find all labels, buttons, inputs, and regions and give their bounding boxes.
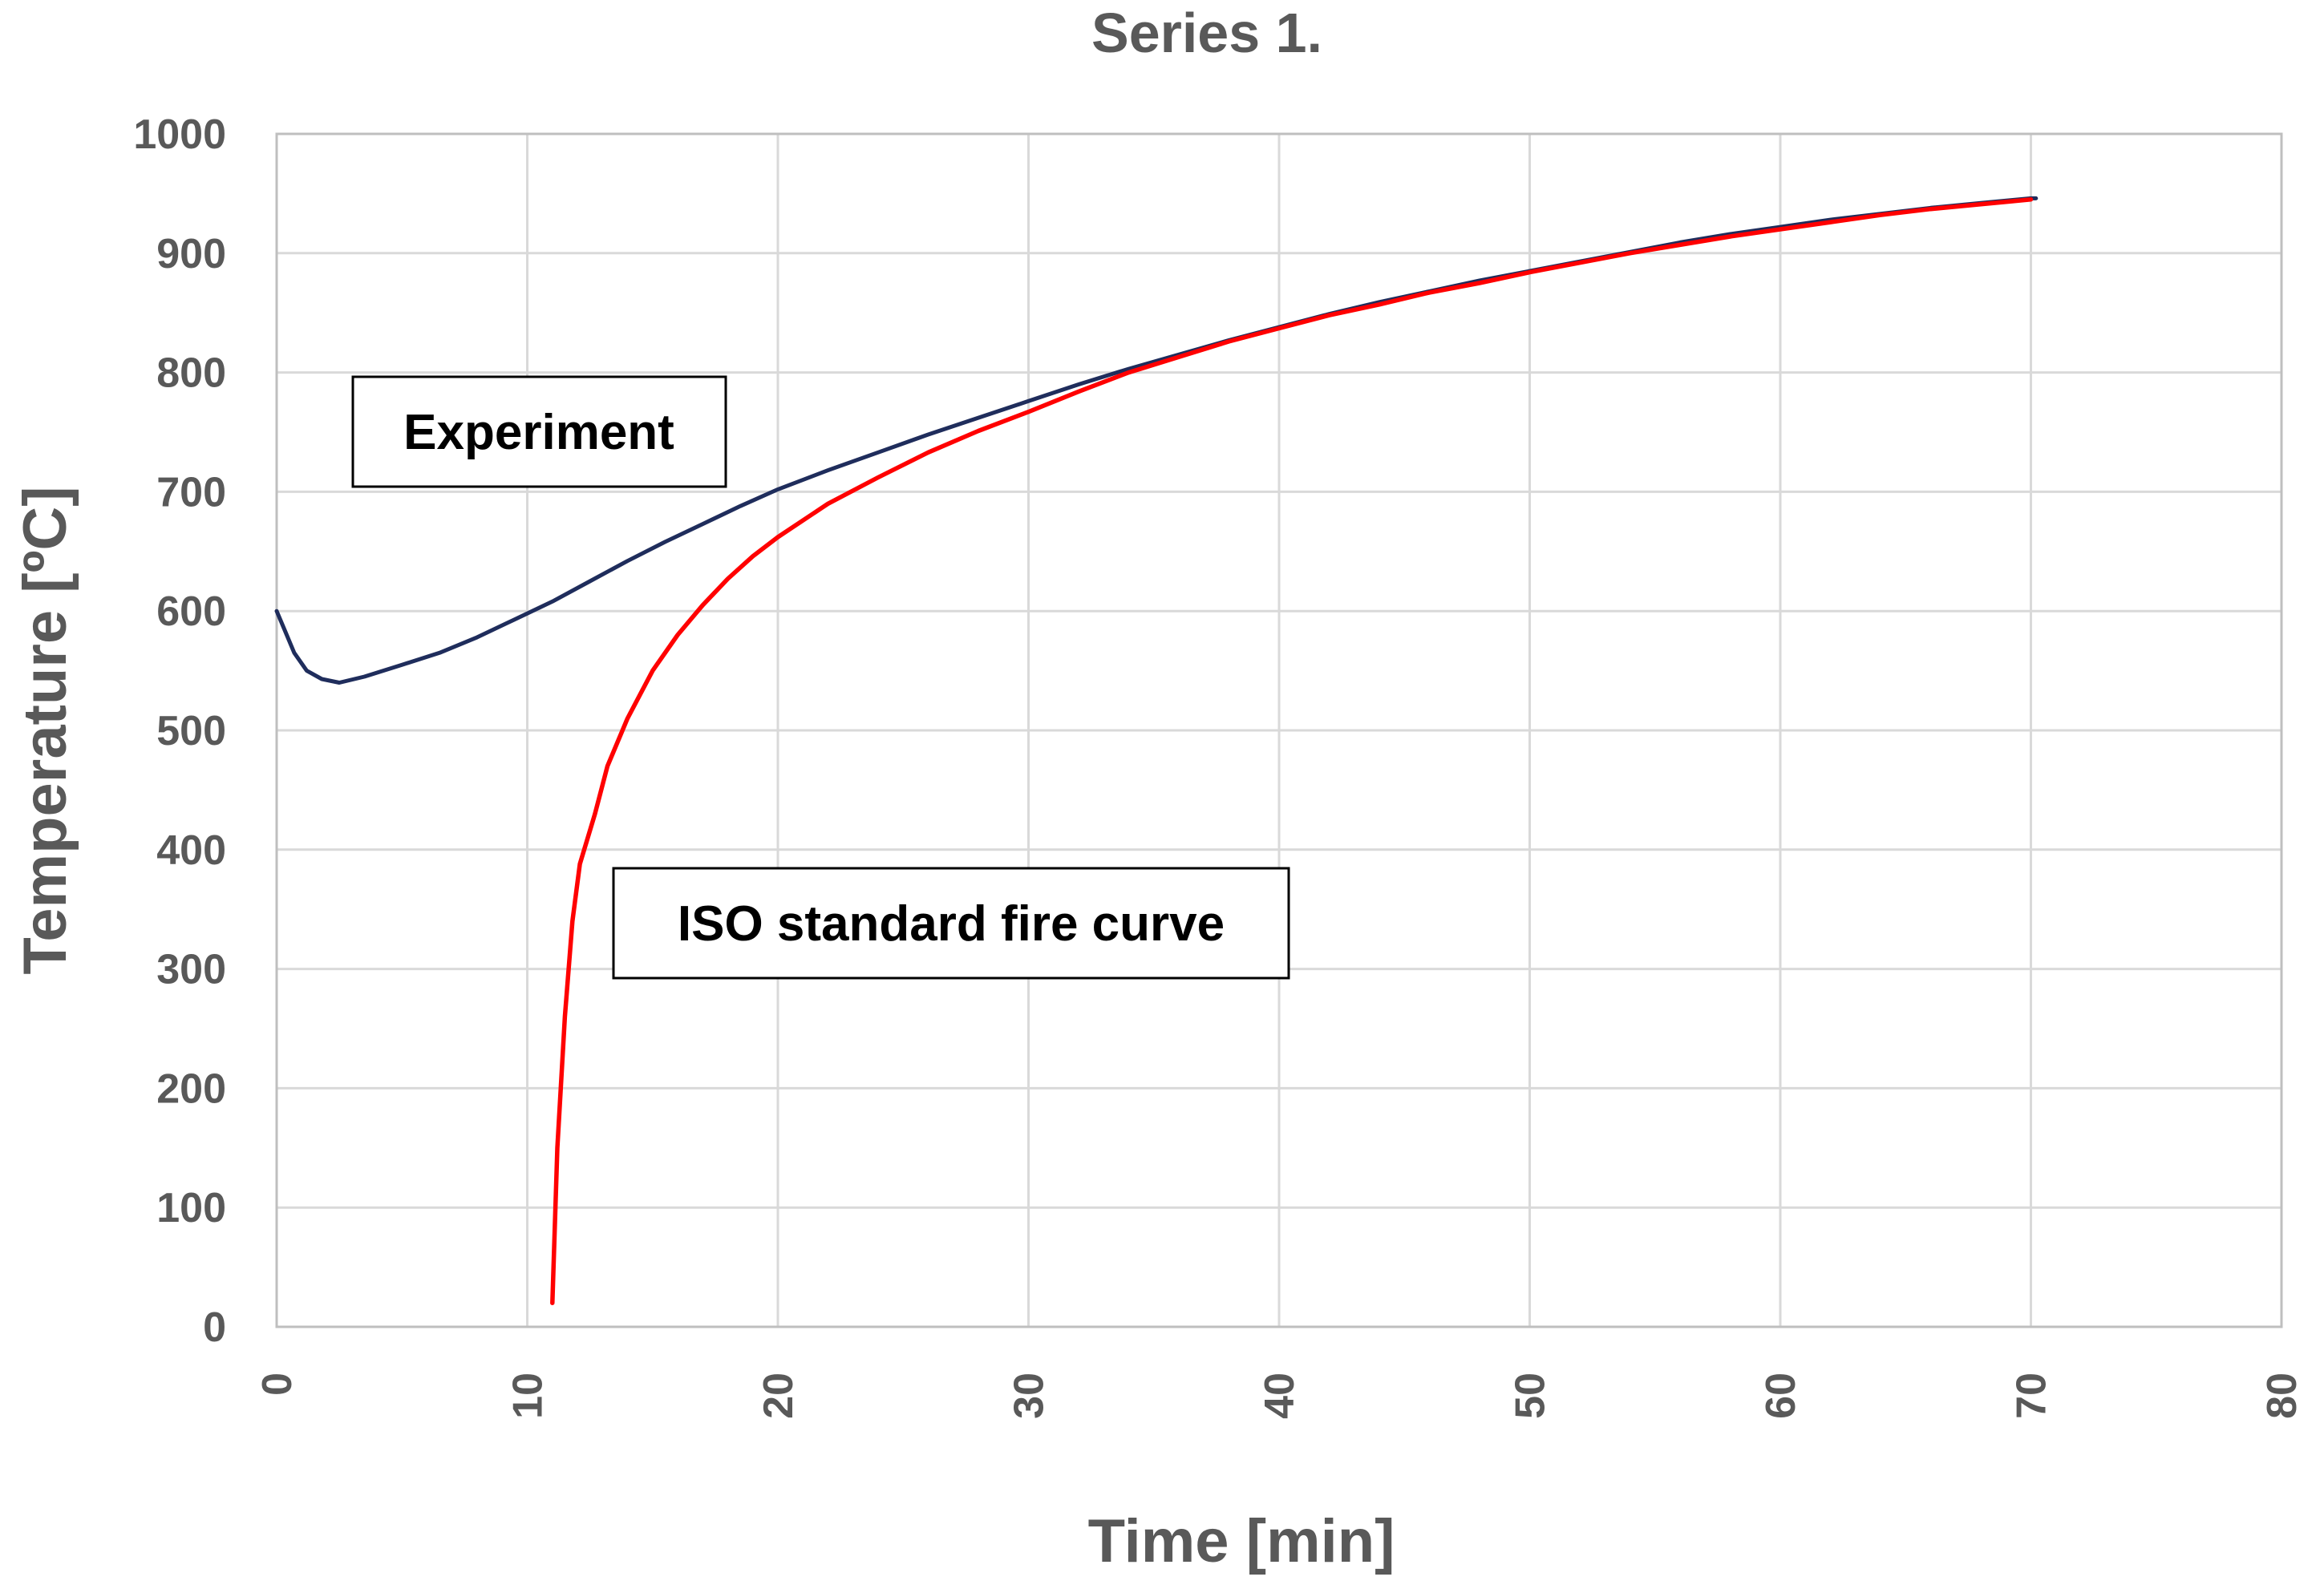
x-tick-label: 70 <box>2009 1373 2055 1419</box>
y-tick-label: 500 <box>156 708 226 754</box>
x-tick-label: 0 <box>254 1373 301 1396</box>
annotation-iso-curve: ISO standard fire curve <box>612 867 1290 980</box>
series-line-iso-fire-curve <box>550 197 2034 1305</box>
y-tick-label: 300 <box>156 947 226 993</box>
y-tick-label: 1000 <box>133 111 226 158</box>
annotation-experiment-box <box>351 375 727 488</box>
x-tick-label: 80 <box>2259 1373 2306 1419</box>
y-tick-label: 0 <box>203 1304 226 1351</box>
x-axis-ticks: 0 10 20 30 40 50 60 70 80 <box>254 1373 2306 1419</box>
chart-title: Series 1. <box>1091 2 1322 64</box>
y-tick-label: 900 <box>156 231 226 277</box>
gridlines <box>275 132 2283 1328</box>
y-axis-ticks: 0 100 200 300 400 500 600 700 800 900 1000 <box>133 111 226 1351</box>
y-tick-label: 600 <box>156 588 226 635</box>
x-tick-label: 10 <box>505 1373 552 1419</box>
x-tick-label: 20 <box>755 1373 802 1419</box>
x-tick-label: 60 <box>1758 1373 1804 1419</box>
y-axis-label: Temperature [ºC] <box>11 486 79 974</box>
x-tick-label: 40 <box>1257 1373 1303 1419</box>
annotation-iso-box <box>612 867 1290 980</box>
y-tick-label: 200 <box>156 1065 226 1112</box>
y-tick-label: 400 <box>156 827 226 874</box>
y-tick-label: 100 <box>156 1185 226 1231</box>
x-axis-label: Time [min] <box>1088 1507 1395 1575</box>
annotation-experiment-text: Experiment <box>403 405 674 460</box>
y-tick-label: 700 <box>156 469 226 516</box>
y-tick-label: 800 <box>156 350 226 397</box>
plot-frame <box>275 132 2283 1328</box>
x-tick-label: 30 <box>1006 1373 1053 1419</box>
annotation-iso-text: ISO standard fire curve <box>678 896 1225 952</box>
annotation-experiment: Experiment <box>351 375 727 488</box>
x-tick-label: 50 <box>1508 1373 1554 1419</box>
series-line-experiment <box>274 196 2039 685</box>
series-lines <box>274 196 2039 1305</box>
